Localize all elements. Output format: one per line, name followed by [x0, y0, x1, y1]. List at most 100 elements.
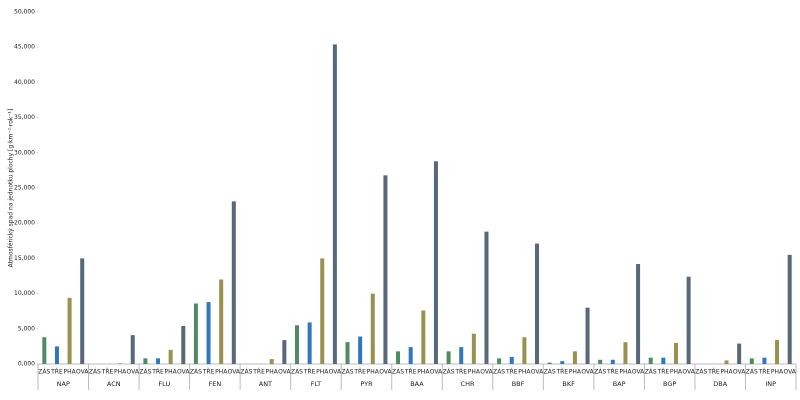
group-label: ACN [107, 380, 121, 388]
x-tick-label: ZÁS [291, 369, 303, 376]
bar [585, 307, 590, 364]
bar [156, 358, 161, 364]
x-tick-label: TŘE [606, 368, 619, 376]
bar [497, 358, 502, 364]
x-tick-label: PHA [518, 369, 531, 376]
group-label: NAP [57, 380, 70, 388]
x-tick-label: OVA [379, 369, 392, 376]
y-tick-label: 10,000 [14, 290, 35, 297]
x-tick-label: OVA [632, 369, 645, 376]
x-tick-label: TŘE [101, 368, 114, 376]
bar [673, 342, 678, 364]
x-tick-label: PHA [569, 369, 582, 376]
bar [219, 279, 224, 364]
x-tick-label: OVA [430, 369, 443, 376]
bar [67, 297, 72, 364]
x-tick-label: OVA [783, 369, 796, 376]
y-tick-label: 30,000 [14, 149, 35, 156]
bar [396, 351, 401, 364]
x-tick-label: TŘE [303, 368, 316, 376]
x-tick-label: PHA [468, 369, 481, 376]
x-tick-label: OVA [682, 369, 695, 376]
bar [421, 310, 426, 364]
bar [345, 342, 350, 364]
x-tick-label: TŘE [202, 368, 215, 376]
x-tick-label: PHA [266, 369, 279, 376]
bar [54, 346, 59, 364]
x-tick-label: OVA [278, 369, 291, 376]
x-tick-label: OVA [228, 369, 241, 376]
x-tick-label: PHA [417, 369, 430, 376]
group-label: FLU [158, 380, 170, 388]
y-tick-label: 25,000 [14, 185, 35, 192]
x-tick-label: PHA [114, 369, 127, 376]
group-label: BKF [562, 380, 575, 388]
x-tick-label: ZÁS [190, 369, 202, 376]
bar [572, 351, 577, 364]
x-tick-label: TŘE [454, 368, 467, 376]
bar [560, 361, 565, 364]
x-tick-label: ZÁS [89, 369, 101, 376]
bar [143, 358, 148, 364]
bar [636, 264, 641, 364]
bar [294, 325, 299, 364]
group-label: BBF [512, 380, 525, 388]
y-tick-label: 5,000 [18, 325, 35, 332]
x-tick-label: OVA [329, 369, 342, 376]
bar [648, 357, 653, 364]
group-label: INP [765, 380, 776, 388]
x-tick-label: TŘE [505, 368, 518, 376]
x-tick-label: ZÁS [493, 369, 505, 376]
bar [130, 335, 135, 364]
x-tick-label: ZÁS [645, 369, 657, 376]
group-label: FEN [209, 380, 222, 388]
bar [42, 337, 47, 364]
bar [269, 359, 274, 364]
x-tick-label: TŘE [657, 368, 670, 376]
x-tick-label: PHA [771, 369, 784, 376]
bar [509, 356, 514, 364]
bar [762, 357, 767, 364]
bar [737, 343, 742, 364]
x-tick-label: PHA [720, 369, 733, 376]
group-label: DBA [713, 380, 727, 388]
x-tick-label: PHA [670, 369, 683, 376]
bar [610, 359, 615, 364]
x-tick-label: ZÁS [38, 369, 50, 376]
x-tick-label: OVA [733, 369, 746, 376]
group-label: CHR [461, 380, 475, 388]
bar [775, 340, 780, 364]
x-tick-label: OVA [531, 369, 544, 376]
x-tick-label: PHA [215, 369, 228, 376]
bar [206, 302, 211, 364]
x-tick-label: ZÁS [139, 369, 151, 376]
bar [787, 254, 792, 364]
bar [193, 303, 198, 364]
bar [547, 362, 552, 364]
x-tick-label: ZÁS [240, 369, 252, 376]
x-tick-label: PHA [63, 369, 76, 376]
bar [231, 201, 236, 364]
bar [383, 175, 388, 364]
bar [598, 359, 603, 364]
bar [535, 243, 540, 364]
x-tick-label: TŘE [404, 368, 417, 376]
group-label: PYR [360, 380, 373, 388]
bar [320, 258, 325, 364]
bar [307, 322, 312, 364]
group-label: ANT [259, 380, 272, 388]
y-axis-label: Atmosférický spad na jednotku plochy [g·… [8, 109, 15, 268]
x-tick-label: TŘE [353, 368, 366, 376]
x-tick-label: ZÁS [594, 369, 606, 376]
group-label: BGP [663, 380, 676, 388]
x-tick-label: TŘE [555, 368, 568, 376]
bar [724, 360, 729, 364]
bar [80, 258, 85, 364]
y-tick-label: 15,000 [14, 255, 35, 262]
bar [446, 351, 451, 364]
bar [332, 44, 337, 364]
x-tick-label: OVA [127, 369, 140, 376]
y-tick-label: 35,000 [14, 114, 35, 121]
bar [686, 276, 691, 364]
